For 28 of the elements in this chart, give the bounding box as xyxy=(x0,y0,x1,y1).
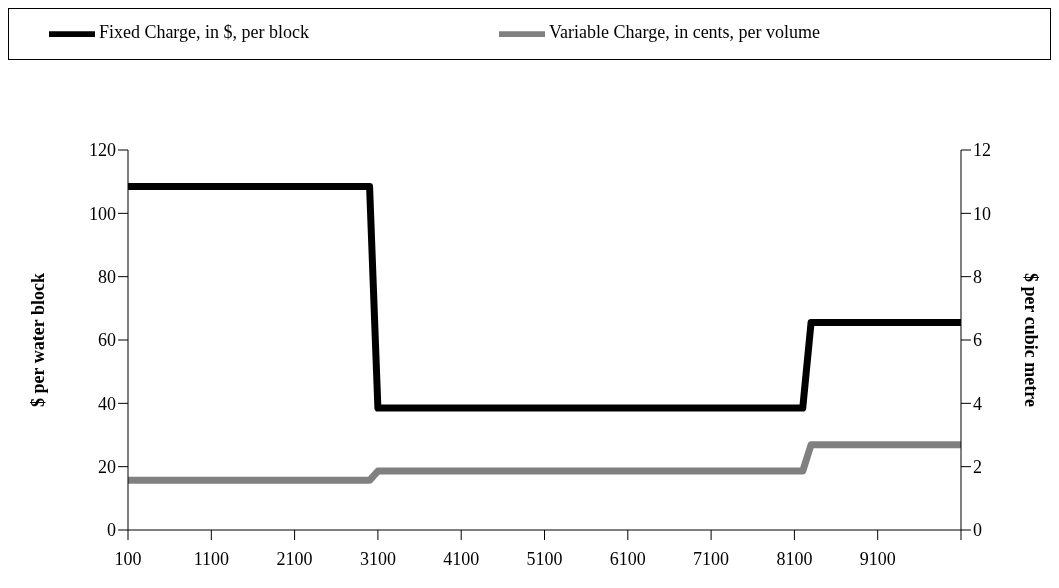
y2-tick-label: 12 xyxy=(973,140,991,161)
x-tick-label: 7100 xyxy=(693,548,730,569)
y-tick-label: 60 xyxy=(98,330,116,351)
y2-tick-label: 0 xyxy=(973,520,982,541)
x-tick-label: 9100 xyxy=(859,548,896,569)
y2-tick-label: 4 xyxy=(973,393,982,414)
y-tick-label: 40 xyxy=(98,393,116,414)
x-tick-label: 6100 xyxy=(609,548,646,569)
y2-tick-label: 2 xyxy=(973,457,982,478)
x-tick-label: 100 xyxy=(114,548,142,569)
legend-label: Variable Charge, in cents, per volume xyxy=(549,22,821,43)
legend-label: Fixed Charge, in $, per block xyxy=(98,22,310,43)
y-tick-label: 20 xyxy=(98,457,116,478)
x-tick-label: 2100 xyxy=(276,548,313,569)
x-tick-label: 1100 xyxy=(193,548,229,569)
y-tick-label: 0 xyxy=(107,520,116,541)
y-axis-title: $ per water block xyxy=(28,273,49,407)
y-tick-label: 120 xyxy=(89,140,116,161)
y-tick-label: 80 xyxy=(98,267,116,288)
x-tick-label: 8100 xyxy=(776,548,813,569)
x-tick-label: 5100 xyxy=(526,548,563,569)
y-tick-label: 100 xyxy=(89,203,116,224)
y2-tick-label: 6 xyxy=(973,330,982,351)
y2-tick-label: 10 xyxy=(973,203,991,224)
y2-tick-label: 8 xyxy=(973,267,982,288)
x-tick-label: 3100 xyxy=(359,548,396,569)
y2-axis-title: $ per cubic metre xyxy=(1020,273,1041,407)
x-tick-label: 4100 xyxy=(443,548,480,569)
